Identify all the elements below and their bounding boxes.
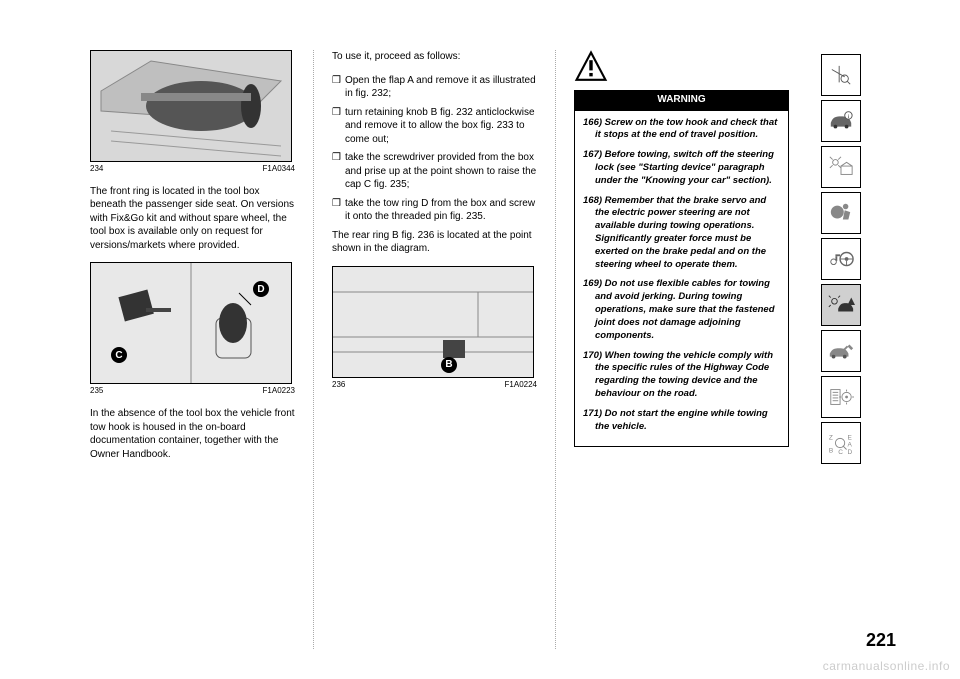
sidebar-specs-icon[interactable] [821,376,861,418]
warning-triangle-icon [574,50,608,84]
figure-234-caption: 234 F1A0344 [90,164,295,175]
warning-item: 169) Do not use flexible cables for towi… [583,278,780,342]
bullet-mark: ❒ [332,151,341,192]
sidebar-nav: i ZB EADC [821,50,861,649]
figure-number: 234 [90,164,103,175]
bullet-mark: ❒ [332,106,341,147]
sidebar-index-icon[interactable]: ZB EADC [821,422,861,464]
paragraph: The front ring is located in the tool bo… [90,185,295,253]
sidebar-search-icon[interactable] [821,54,861,96]
rear-ring-illustration [333,267,533,377]
svg-text:A: A [848,442,853,449]
toolbox-illustration [91,51,291,161]
watermark: carmanualsonline.info [823,659,950,673]
bullet-item: ❒ take the screwdriver provided from the… [332,151,537,192]
sidebar-emergency-icon[interactable] [821,284,861,326]
figure-code: F1A0344 [263,164,295,175]
bullet-item: ❒ turn retaining knob B fig. 232 anticlo… [332,106,537,147]
figure-code: F1A0224 [505,380,537,391]
manual-page: 234 F1A0344 The front ring is located in… [0,0,960,679]
page-number: 221 [866,630,896,651]
figure-code: F1A0223 [263,386,295,397]
bullet-mark: ❒ [332,197,341,224]
warning-item: 170) When towing the vehicle comply with… [583,350,780,401]
column-separator [313,50,314,649]
figure-234 [90,50,292,162]
sidebar-key-steering-icon[interactable] [821,238,861,280]
bullet-text: turn retaining knob B fig. 232 anticlock… [345,106,537,147]
figure-236: B [332,266,534,378]
figure-235: C D [90,262,292,384]
bullet-item: ❒ take the tow ring D from the box and s… [332,197,537,224]
figure-236-caption: 236 F1A0224 [332,380,537,391]
bullet-mark: ❒ [332,74,341,101]
column-1: 234 F1A0344 The front ring is located in… [90,50,295,649]
paragraph: To use it, proceed as follows: [332,50,537,64]
bullet-item: ❒ Open the flap A and remove it as illus… [332,74,537,101]
figure-235-caption: 235 F1A0223 [90,386,295,397]
bullet-text: take the tow ring D from the box and scr… [345,197,537,224]
figure-number: 235 [90,386,103,397]
sidebar-dashboard-icon[interactable] [821,146,861,188]
svg-text:C: C [838,449,843,456]
paragraph: The rear ring B fig. 236 is located at t… [332,229,537,256]
column-separator [555,50,556,649]
figure-number: 236 [332,380,345,391]
warning-header: WARNING [574,90,789,110]
warning-item: 167) Before towing, switch off the steer… [583,149,780,187]
svg-text:Z: Z [829,434,833,441]
paragraph: In the absence of the tool box the vehic… [90,407,295,461]
svg-text:D: D [848,449,853,456]
sidebar-airbag-icon[interactable] [821,192,861,234]
bullet-text: Open the flap A and remove it as illustr… [345,74,537,101]
svg-text:B: B [829,447,833,454]
warning-item: 166) Screw on the tow hook and check tha… [583,117,780,143]
svg-text:E: E [848,434,853,441]
sidebar-maintenance-icon[interactable] [821,330,861,372]
callout-b: B [441,357,457,373]
column-3: WARNING 166) Screw on the tow hook and c… [574,50,789,649]
bullet-text: take the screwdriver provided from the b… [345,151,537,192]
column-2: To use it, proceed as follows: ❒ Open th… [332,50,537,649]
warning-item: 168) Remember that the brake servo and t… [583,195,780,272]
warning-item: 171) Do not start the engine while towin… [583,408,780,434]
warning-box: 166) Screw on the tow hook and check tha… [574,110,789,448]
content-columns: 234 F1A0344 The front ring is located in… [90,50,920,649]
sidebar-car-info-icon[interactable]: i [821,100,861,142]
